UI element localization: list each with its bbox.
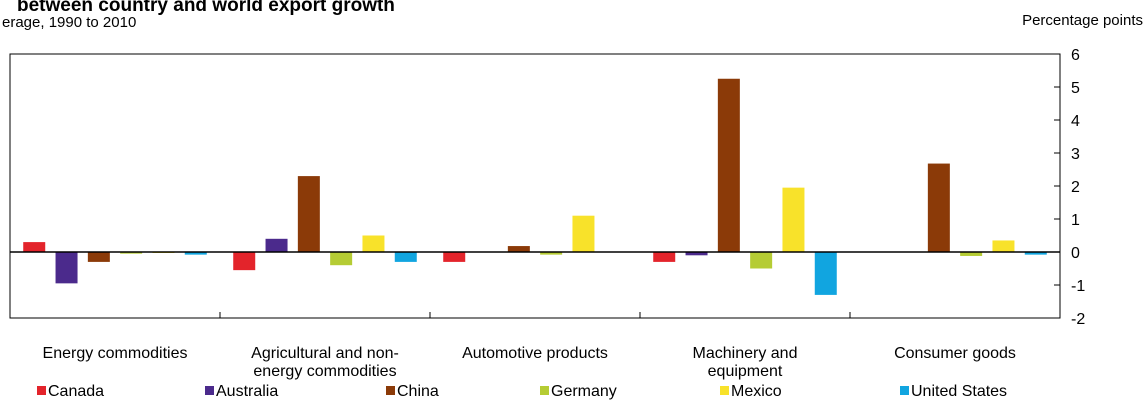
legend-label: China [397,383,439,400]
bar-mexico [362,235,385,252]
bar-mexico [782,187,805,252]
bar-mexico [992,240,1015,252]
category-label: Consumer goods [894,345,1016,362]
category-label: Energy commodities [43,345,188,362]
chart-title: between country and world export growth [17,0,395,16]
category-label: Automotive products [462,345,608,362]
bar-australia [55,252,78,284]
y-tick-label: 0 [1071,245,1080,262]
legend-label: United States [911,383,1007,400]
bar-mexico [572,215,595,252]
y-tick-label: 5 [1071,80,1080,97]
bar-united-states [814,252,837,295]
category-label: Agricultural and non- [251,345,399,362]
legend-swatch [37,386,46,395]
plot-frame [9,53,1061,319]
bar-canada [443,252,466,262]
legend-swatch [900,386,909,395]
y-axis: 6 5 4 3 2 1 0 -1 -2 [1054,47,1085,328]
bars-group [10,78,1060,295]
category-labels: Energy commodities Agricultural and non-e… [43,345,1016,380]
bar-germany [750,252,773,269]
y-tick-label: 4 [1071,113,1080,130]
category-label: Machinery and [693,345,798,362]
chart-subtitle: erage, 1990 to 2010 [2,14,136,31]
bar-china [717,78,740,252]
bar-china [507,246,530,252]
bar-united-states [184,252,207,255]
bar-canada [233,252,256,271]
bar-germany [330,252,353,266]
y-tick-label: -1 [1071,278,1085,295]
legend-label: Australia [216,383,278,400]
bar-china [87,252,110,262]
legend-swatch [540,386,549,395]
y-tick-label: -2 [1071,311,1085,328]
unit-label: Percentage points [1022,12,1143,29]
bar-china [927,163,950,252]
bar-australia [685,252,708,256]
legend-label: Mexico [731,383,782,400]
legend: Canada Australia China Germany Mexico United … [37,383,1007,400]
category-label: equipment [708,363,783,380]
y-tick-label: 2 [1071,179,1080,196]
legend-label: Canada [48,383,104,400]
bar-germany [540,252,563,255]
bar-canada [23,242,46,252]
category-label: energy commodities [253,363,396,380]
bar-united-states [1024,252,1047,255]
y-tick-label: 3 [1071,146,1080,163]
bar-australia [265,238,288,252]
plot-border [9,53,1061,319]
bar-china [297,176,320,252]
bar-united-states [394,252,417,262]
legend-swatch [720,386,729,395]
legend-swatch [205,386,214,395]
bar-canada [653,252,676,262]
y-tick-label: 1 [1071,212,1080,229]
bar-germany [960,252,983,256]
y-tick-label: 6 [1071,47,1080,64]
legend-label: Germany [551,383,617,400]
bar-germany [120,252,143,254]
legend-swatch [386,386,395,395]
